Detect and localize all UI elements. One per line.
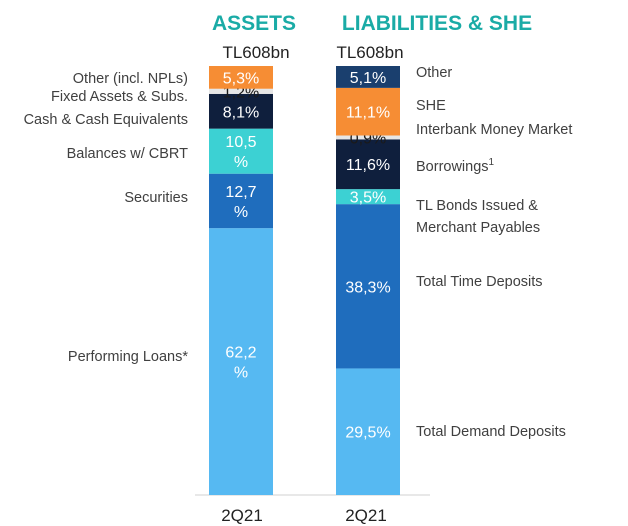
liabilities-bar-she xyxy=(336,87,400,136)
assets-value-label-performing-loans: % xyxy=(234,365,248,382)
assets-value-label-securities: % xyxy=(234,204,248,221)
assets-value-label-balances-w-cbrt: % xyxy=(234,154,248,171)
liabilities-value-label-tl-bonds-issued-merchant-payables: 3,5% xyxy=(350,190,386,207)
assets-bar-balances-w-cbrt xyxy=(209,128,273,174)
assets-bar-fixed-assets-subs xyxy=(209,88,273,94)
liabilities-category-label-she: SHE xyxy=(416,98,446,114)
liabilities-bar-other xyxy=(336,66,400,88)
assets-title: ASSETS xyxy=(212,12,296,35)
assets-total-label: TL608bn xyxy=(222,43,289,62)
liabilities-title: LIABILITIES & SHE xyxy=(342,12,532,35)
liabilities-value-label-she: 11,1% xyxy=(346,105,390,122)
liabilities-bar-tl-bonds-issued-merchant-payables xyxy=(336,189,400,205)
liabilities-category-label-interbank-money-market: Interbank Money Market xyxy=(416,122,572,138)
liabilities-category-label-total-time-deposits: Total Time Deposits xyxy=(416,274,543,290)
assets-category-label-other-incl-npls: Other (incl. NPLs) xyxy=(73,71,188,87)
assets-category-label-balances-w-cbrt: Balances w/ CBRT xyxy=(67,146,189,162)
assets-bar-cash-cash-equivalents xyxy=(209,93,273,129)
liabilities-bar-borrowings xyxy=(336,139,400,190)
liabilities-category-label-total-demand-deposits: Total Demand Deposits xyxy=(416,424,566,440)
liabilities-bar-interbank-money-market xyxy=(336,135,400,140)
liabilities-value-label-other: 5,1% xyxy=(350,70,386,87)
liabilities-bar-total-time-deposits xyxy=(336,204,400,369)
liabilities-category-label-tl-bonds-issued-merchant-payables: Merchant Payables xyxy=(416,220,540,236)
liabilities-category-label-borrowings: Borrowings1 xyxy=(416,157,495,175)
liabilities-total-label: TL608bn xyxy=(336,43,403,62)
assets-category-label-fixed-assets-subs: Fixed Assets & Subs. xyxy=(51,89,188,105)
assets-value-label-cash-cash-equivalents: 8,1% xyxy=(223,104,259,121)
liabilities-value-label-borrowings: 11,6% xyxy=(346,157,390,174)
liabilities-value-label-total-demand-deposits: 29,5% xyxy=(345,425,390,442)
assets-bar-other-incl-npls xyxy=(209,66,273,89)
liabilities-value-label-total-time-deposits: 38,3% xyxy=(345,279,390,296)
assets-category-label-performing-loans: Performing Loans* xyxy=(68,349,188,365)
assets-category-label-securities: Securities xyxy=(124,190,188,206)
assets-category-label-cash-cash-equivalents: Cash & Cash Equivalents xyxy=(24,112,188,128)
liabilities-category-footnote-borrowings: 1 xyxy=(489,157,495,168)
assets-value-label-securities: 12,7 xyxy=(225,184,256,201)
liabilities-bar-total-demand-deposits xyxy=(336,368,400,495)
assets-bar-securities xyxy=(209,173,273,229)
assets-value-label-other-incl-npls: 5,3% xyxy=(223,70,259,87)
liabilities-category-label-tl-bonds-issued-merchant-payables: TL Bonds Issued & xyxy=(416,198,538,214)
liabilities-x-tick: 2Q21 xyxy=(345,506,387,525)
assets-value-label-performing-loans: 62,2 xyxy=(225,345,256,362)
assets-bar-performing-loans xyxy=(209,228,273,496)
assets-x-tick: 2Q21 xyxy=(221,506,263,525)
chart-marks: 62,2% Performing Loans* 12,7% Securities 10,… xyxy=(24,65,572,496)
assets-value-label-balances-w-cbrt: 10,5 xyxy=(225,134,256,151)
liabilities-category-label-other: Other xyxy=(416,65,452,81)
